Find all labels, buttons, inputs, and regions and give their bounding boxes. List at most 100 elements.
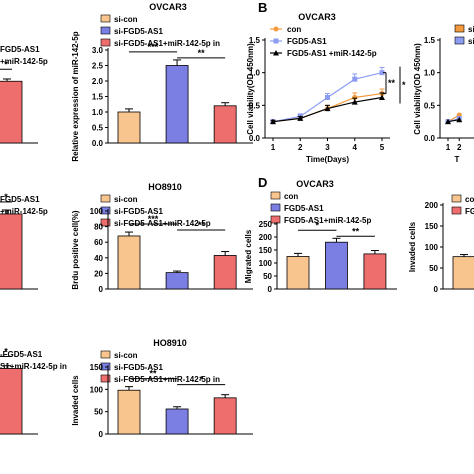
y-tick-label: 0 (99, 285, 104, 294)
series-line (447, 119, 460, 123)
y-tick-label: 2.5 (92, 62, 104, 71)
y-tick-label: 80 (94, 223, 103, 232)
legend-marker (273, 26, 279, 32)
legend-label: si-con (114, 351, 138, 360)
y-tick-label: 3.0 (92, 46, 104, 55)
legend-swatch (454, 24, 465, 33)
y-tick-label: 1.0 (249, 69, 261, 78)
bar (165, 65, 189, 144)
bar (213, 105, 237, 144)
legend-label: S1+miR-142-5p in (0, 362, 67, 371)
chart-6: OVCAR3 con FGD5-AS1 FGD5-AS1+miR-142-5p 0 50 1… (244, 179, 397, 294)
x-tick-label: 2 (457, 143, 462, 152)
significance-label: *** (148, 42, 159, 52)
significance-label: * (315, 220, 319, 230)
legend-swatch (100, 218, 111, 227)
legend-label: si-FGD5-AS1+miR-142-5p in (114, 375, 220, 384)
chart-title: HO8910 (148, 182, 182, 192)
legend-label: si-con (114, 195, 138, 204)
chart-title: HO8910 (153, 338, 187, 348)
data-point (351, 99, 358, 105)
y-tick-label: 1.0 (92, 108, 104, 117)
legend-label: -FGD5-AS1 (0, 350, 43, 359)
y-tick-label: 1.0 (424, 69, 436, 78)
legend-label: FGD5-AS1 (0, 195, 40, 204)
y-tick-label: 0.0 (249, 134, 261, 143)
y-axis-label: Migrated cells (244, 229, 253, 283)
y-tick-label: 150 (90, 363, 104, 372)
y-tick-label: 100 (90, 207, 104, 216)
bar (117, 111, 141, 144)
legend-swatch (100, 350, 111, 359)
chart-title: OVCAR3 (298, 12, 336, 22)
y-tick-label: 50 (429, 264, 438, 273)
legend-label: FGD5-AS1 +miR-142-5p (287, 49, 377, 58)
significance-label: * (402, 80, 406, 90)
legend-label: con (465, 195, 474, 204)
data-point (379, 70, 385, 76)
legend-label: si-FGD5-AS1+miR-142-5p (114, 219, 211, 228)
panel-letter-b: B (258, 0, 267, 15)
chart-title: OVCAR3 (149, 2, 187, 12)
x-tick-label: 3 (325, 143, 330, 152)
data-point (379, 94, 385, 100)
bar (117, 389, 141, 435)
chart-8: -FGD5-AS1 S1+miR-142-5p in * (0, 346, 67, 435)
y-tick-label: 1.5 (249, 36, 261, 45)
y-tick-label: 150 (259, 246, 273, 255)
legend-marker (273, 50, 279, 56)
y-tick-label: 0.5 (92, 124, 104, 133)
y-tick-label: 60 (94, 238, 103, 247)
bar (325, 241, 348, 290)
legend-swatch (100, 14, 111, 23)
data-point (456, 116, 463, 123)
data-point (297, 115, 304, 121)
x-tick-label: 2 (298, 143, 303, 152)
y-tick-label: 0.5 (424, 101, 436, 110)
significance-label: ** (198, 220, 206, 230)
bar (213, 397, 237, 435)
y-tick-label: 50 (94, 408, 103, 417)
data-point (352, 94, 358, 101)
x-tick-label: 1 (446, 143, 451, 152)
y-axis-label: Brdu positive cell(%) (71, 210, 80, 289)
y-tick-label: 150 (425, 222, 439, 231)
y-tick-label: 0.0 (424, 134, 436, 143)
x-tick-label: 4 (353, 143, 358, 152)
y-axis-label: Cell viability(OD 450nm) (413, 43, 422, 135)
y-tick-label: 2.0 (92, 77, 104, 86)
significance-label: * (4, 59, 8, 69)
y-tick-label: 200 (259, 233, 273, 242)
legend-swatch (100, 374, 111, 383)
legend-swatch (451, 206, 462, 215)
chart-title: OVCAR3 (296, 179, 334, 189)
legend-label: si (468, 25, 474, 34)
legend-label: +miR-142-5p (0, 57, 48, 66)
data-point (324, 105, 331, 112)
legend-swatch (270, 203, 281, 212)
y-tick-label: 40 (94, 254, 103, 263)
significance-label: *** (148, 214, 159, 224)
y-axis-label: Invaded cells (71, 375, 80, 426)
significance-label: * (4, 346, 8, 356)
y-tick-label: 100 (90, 385, 104, 394)
chart-9: HO8910 si-con si-FGD5-AS1 si-FGD5-AS1+miR-1… (71, 338, 253, 439)
legend-label: con (284, 192, 298, 201)
y-tick-label: 1.5 (92, 93, 104, 102)
legend-label: FGI (465, 207, 474, 216)
data-point (352, 76, 358, 82)
chart-1: OVCAR3 si-con si-FGD5-AS1 si-FGD5-AS1+miR-1… (71, 2, 253, 162)
legend-swatch (270, 191, 281, 200)
x-axis-label: T (455, 155, 460, 164)
legend-label: si-FGD5-AS1 (114, 27, 163, 36)
chart-0: FGD5-AS1 +miR-142-5p* (0, 45, 48, 144)
x-tick-label: 5 (380, 143, 385, 152)
legend-label: FGD5-AS1+miR-142-5p (284, 216, 371, 225)
legend-swatch (454, 36, 465, 45)
y-tick-label: 0 (99, 430, 104, 439)
bar (165, 272, 189, 290)
bar (117, 235, 141, 290)
chart-7: con FGI 0 50 100 150 200 Invaded cells (408, 194, 474, 294)
legend-swatch (100, 38, 111, 47)
